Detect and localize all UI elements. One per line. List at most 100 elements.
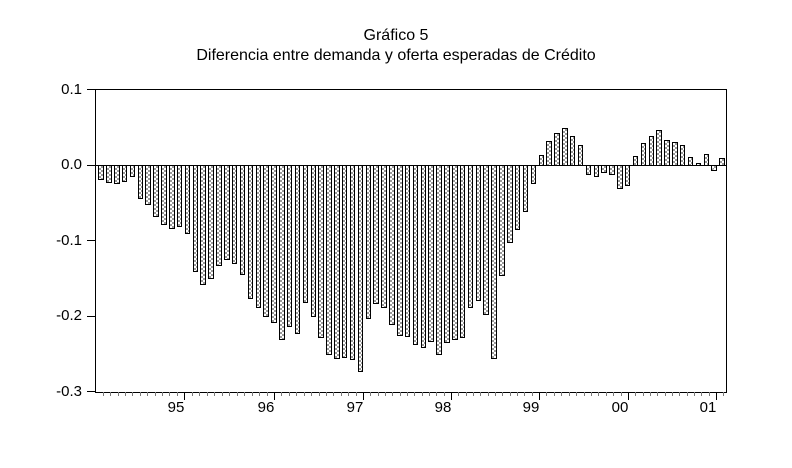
x-axis-minor-tick xyxy=(553,392,555,396)
y-axis-tick-label: -0.1 xyxy=(56,231,82,249)
bar xyxy=(577,145,584,166)
x-axis-minor-tick xyxy=(266,392,268,396)
bar xyxy=(428,165,434,342)
x-axis-minor-tick xyxy=(229,392,230,396)
x-axis-minor-tick xyxy=(236,392,238,396)
bar xyxy=(475,165,482,301)
x-axis-minor-tick xyxy=(370,392,372,396)
x-axis-minor-tick xyxy=(708,392,710,396)
bar xyxy=(648,136,654,166)
bar xyxy=(593,165,599,177)
x-axis-minor-tick xyxy=(355,392,357,396)
bar xyxy=(153,165,159,217)
x-axis-minor-tick xyxy=(340,392,342,396)
bar xyxy=(114,165,120,184)
x-axis-minor-tick xyxy=(421,392,423,396)
bar xyxy=(452,165,458,340)
x-axis-minor-tick xyxy=(465,392,467,396)
x-axis-minor-tick xyxy=(392,392,394,396)
x-axis-minor-tick xyxy=(132,392,134,396)
bar xyxy=(176,165,183,227)
bar xyxy=(585,165,592,175)
x-axis-minor-tick xyxy=(517,392,518,396)
x-axis-year-label: 01 xyxy=(699,399,717,416)
x-axis-minor-tick xyxy=(620,392,622,396)
bar xyxy=(514,165,521,230)
y-axis-tick-label: -0.3 xyxy=(56,382,82,400)
x-axis-year-label: 96 xyxy=(257,399,275,416)
zero-axis-line xyxy=(96,165,726,166)
x-axis-minor-tick xyxy=(214,392,215,396)
x-axis-year-tick xyxy=(716,392,717,400)
x-axis-minor-tick xyxy=(102,392,104,396)
bar xyxy=(365,165,371,319)
bar xyxy=(569,136,576,166)
bar xyxy=(121,165,128,182)
chart-header: Gráfico 5 Diferencia entre demanda y ofe… xyxy=(0,26,792,66)
bar xyxy=(302,165,309,303)
bar xyxy=(491,165,497,359)
x-axis-minor-tick xyxy=(303,392,305,396)
x-axis-minor-tick xyxy=(407,392,408,396)
x-axis-minor-tick xyxy=(199,392,200,396)
bar xyxy=(609,165,615,175)
x-axis-minor-tick xyxy=(399,392,401,396)
bar xyxy=(554,133,560,166)
bar xyxy=(200,165,206,285)
bar xyxy=(129,165,136,177)
x-axis-minor-tick xyxy=(495,392,496,396)
x-axis-minor-tick xyxy=(701,392,703,396)
y-axis-tick xyxy=(87,164,95,166)
x-axis-minor-tick xyxy=(147,392,149,396)
x-axis-minor-tick xyxy=(524,392,526,396)
x-axis-minor-tick xyxy=(642,392,644,396)
bar xyxy=(679,145,686,166)
x-axis-minor-tick xyxy=(502,392,504,396)
x-axis-year-label: 00 xyxy=(611,399,629,416)
y-axis-tick-label: 0.1 xyxy=(61,80,82,98)
x-axis-minor-tick xyxy=(672,392,673,396)
y-axis-tick xyxy=(87,89,95,90)
x-axis-minor-tick xyxy=(385,392,386,396)
x-axis-minor-tick xyxy=(154,392,156,396)
bar xyxy=(530,165,537,184)
bar xyxy=(294,165,301,334)
x-axis-minor-tick xyxy=(139,392,141,396)
bar xyxy=(467,165,474,308)
x-axis-minor-tick xyxy=(590,392,592,396)
bar xyxy=(208,165,214,279)
bar xyxy=(271,165,277,323)
x-axis-minor-tick xyxy=(206,392,208,396)
bar xyxy=(326,165,332,355)
x-axis-year-tick xyxy=(184,392,185,400)
x-axis-year-label: 97 xyxy=(346,399,364,416)
bar xyxy=(483,165,489,315)
x-axis-minor-tick xyxy=(568,392,570,396)
x-axis-minor-tick xyxy=(679,392,681,396)
x-axis-minor-tick xyxy=(531,392,533,396)
chart-title: Gráfico 5 xyxy=(363,27,429,44)
x-axis-minor-tick xyxy=(686,392,688,396)
x-axis-year-label: 99 xyxy=(522,399,540,416)
x-axis-minor-tick xyxy=(487,392,489,396)
bar xyxy=(184,165,191,234)
x-axis-minor-tick xyxy=(318,392,320,396)
x-axis-minor-tick xyxy=(221,392,223,396)
bar xyxy=(412,165,419,345)
x-axis-minor-tick xyxy=(377,392,379,396)
y-axis-tick-label: 0.0 xyxy=(61,156,82,174)
y-axis-tick xyxy=(87,240,95,241)
x-axis-minor-tick xyxy=(281,392,283,396)
bar xyxy=(420,165,426,348)
bar xyxy=(334,165,340,359)
bar xyxy=(137,165,144,199)
bar xyxy=(436,165,442,355)
bar xyxy=(397,165,403,336)
bar xyxy=(247,165,254,299)
bar xyxy=(231,165,238,264)
x-axis-minor-tick xyxy=(473,392,474,396)
x-axis-minor-tick xyxy=(348,392,350,396)
x-axis-minor-tick xyxy=(259,392,260,396)
y-axis-tick xyxy=(87,391,95,392)
